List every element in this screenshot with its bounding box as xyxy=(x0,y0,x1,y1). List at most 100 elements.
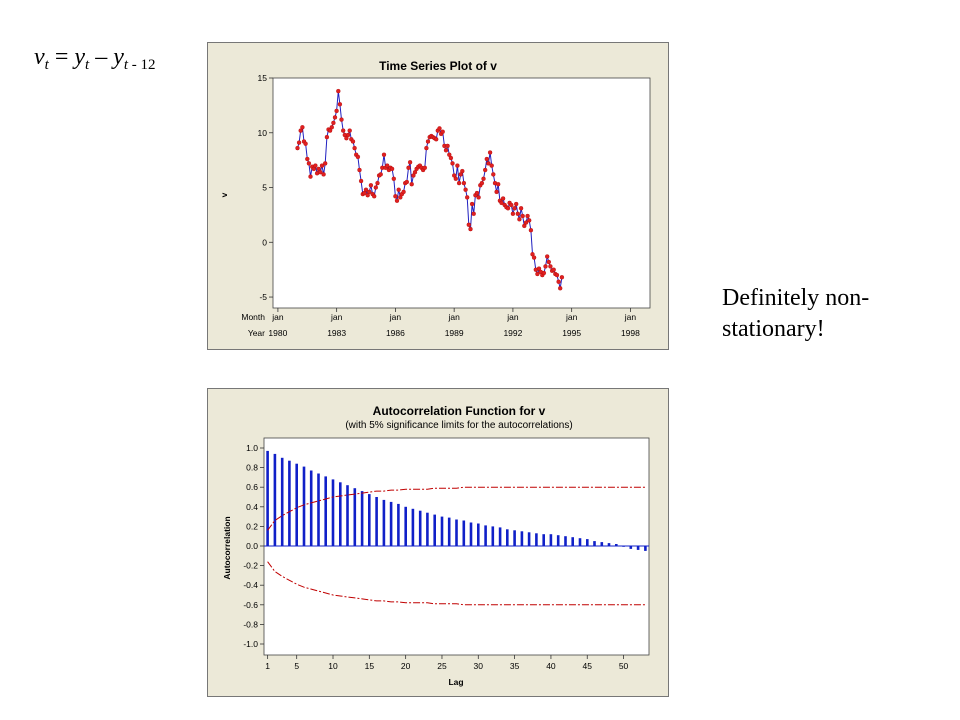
ts-plot-area xyxy=(272,77,651,309)
acf-bar xyxy=(607,543,611,546)
acf-bar xyxy=(593,541,596,546)
ts-data-point xyxy=(368,183,374,188)
ts-data-point xyxy=(448,155,454,161)
ts-data-point xyxy=(518,206,524,211)
ts-data-point xyxy=(404,179,409,185)
acf-xtick-label: 20 xyxy=(401,661,411,671)
ts-data-point xyxy=(466,222,471,227)
ts-data-point xyxy=(350,139,356,144)
ts-data-point xyxy=(385,163,390,168)
ts-data-point xyxy=(471,211,476,216)
acf-bar xyxy=(331,479,335,546)
ts-data-point xyxy=(491,172,496,177)
ts-xtick-month-label: jan xyxy=(271,312,284,322)
formula-heading: vt = yt – yt - 12 xyxy=(34,44,156,74)
ts-data-point xyxy=(373,185,378,190)
acf-bar xyxy=(433,514,436,546)
ts-xtick-month-label: jan xyxy=(506,312,519,322)
ts-data-point xyxy=(394,198,400,203)
acf-bar xyxy=(527,532,531,546)
ts-data-point xyxy=(331,120,336,126)
acf-bar xyxy=(353,488,357,546)
ts-data-point xyxy=(303,141,308,146)
ts-title: Time Series Plot of v xyxy=(379,59,497,73)
ts-data-point xyxy=(455,163,460,168)
ts-data-point xyxy=(409,182,414,187)
acf-subtitle: (with 5% significance limits for the aut… xyxy=(345,420,572,431)
ts-data-point xyxy=(510,211,516,216)
acf-xtick-label: 15 xyxy=(365,661,375,671)
acf-bar xyxy=(418,510,422,546)
ts-data-point xyxy=(300,125,305,130)
ts-data-point xyxy=(509,202,514,208)
ts-xtick-month-label: jan xyxy=(447,312,460,322)
ts-ytick-label: 5 xyxy=(262,183,267,193)
formula-y1: y xyxy=(74,44,86,70)
formula-equals: = xyxy=(48,44,75,70)
acf-ytick-label: -1.0 xyxy=(243,639,258,649)
acf-ytick-label: 0.6 xyxy=(246,482,258,492)
ts-data-point xyxy=(296,140,302,145)
ts-data-point xyxy=(531,255,537,260)
ts-data-point xyxy=(313,163,318,168)
acf-bar xyxy=(506,529,509,546)
acf-bar xyxy=(368,494,371,546)
acf-bar xyxy=(644,546,647,551)
ts-data-point xyxy=(450,161,455,166)
acf-bar xyxy=(375,497,378,546)
ts-xtick-month-label: jan xyxy=(389,312,402,322)
ts-data-point xyxy=(487,150,493,155)
ts-data-point xyxy=(352,145,357,151)
acf-bar xyxy=(535,533,538,546)
formula-minus: – xyxy=(89,44,114,70)
ts-data-point xyxy=(324,134,330,140)
ts-data-point xyxy=(345,132,351,138)
ts-data-point xyxy=(378,172,383,177)
ts-data-point xyxy=(406,165,411,170)
note-line-1: Definitely non- xyxy=(722,285,870,311)
acf-xtick-label: 50 xyxy=(619,661,629,671)
ts-data-point xyxy=(357,167,362,173)
acf-xtick-label: 1 xyxy=(265,661,270,671)
ts-month-row-label: Month xyxy=(241,312,265,322)
acf-bar xyxy=(578,538,582,546)
ts-data-point xyxy=(465,195,470,200)
ts-data-point xyxy=(393,194,398,199)
ts-data-point xyxy=(494,189,499,195)
ts-xtick-year-label: 1998 xyxy=(621,328,640,338)
ts-data-point xyxy=(424,145,429,151)
acf-bar xyxy=(469,522,473,546)
acf-bar xyxy=(339,482,342,546)
ts-xtick-month-label: jan xyxy=(624,312,637,322)
time-series-chart: Time Series Plot of v 15 10 5 0 -5 jan 1980 ja… xyxy=(207,42,669,350)
acf-bar xyxy=(266,450,269,546)
acf-bar xyxy=(346,485,349,546)
acf-bar xyxy=(491,526,495,546)
ts-data-point xyxy=(520,213,525,219)
acf-bar xyxy=(462,520,466,546)
ts-data-point xyxy=(391,176,396,181)
ts-data-point xyxy=(460,168,465,174)
ts-data-point xyxy=(332,115,338,120)
ts-data-point xyxy=(396,187,401,192)
ts-data-point xyxy=(528,228,534,233)
ts-data-point xyxy=(336,88,341,94)
acf-bar xyxy=(309,470,313,546)
acf-xlabel: Lag xyxy=(448,677,463,687)
ts-data-point xyxy=(425,139,431,144)
ts-data-point xyxy=(355,154,361,160)
ts-data-point xyxy=(434,137,439,142)
ts-data-point xyxy=(337,102,343,107)
acf-bar xyxy=(513,530,516,546)
acf-bar xyxy=(600,542,604,546)
ts-data-point xyxy=(401,189,406,195)
ts-data-point xyxy=(463,187,468,192)
ts-data-point xyxy=(523,220,529,225)
formula-y2-subscript-t: t xyxy=(123,57,129,73)
ts-data-point xyxy=(375,180,380,186)
acf-bar xyxy=(382,499,386,546)
ts-data-point xyxy=(329,125,334,130)
ts-xtick-year-label: 1983 xyxy=(327,328,346,338)
ts-data-point xyxy=(318,170,323,175)
ts-data-point xyxy=(512,206,517,211)
